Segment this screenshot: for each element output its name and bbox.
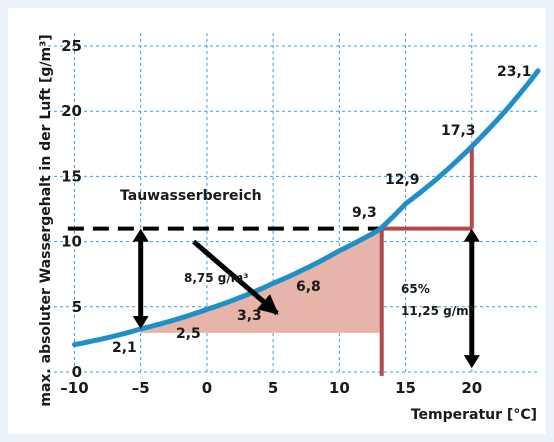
saturation-curve-line [72, 68, 541, 348]
x-tick-label: 15 [395, 379, 416, 397]
y-tick-label: 25 [61, 37, 82, 55]
saturation-curve [72, 68, 541, 348]
right-difference-arrow-head-top [463, 228, 480, 242]
right-difference-arrow-head-bottom [463, 355, 480, 369]
tauwasserbereich-label: Tauwasserbereich [120, 188, 262, 204]
data-point-label: 3,3 [237, 308, 262, 324]
x-tick-label: 20 [461, 379, 482, 397]
data-point-label: 17,3 [441, 123, 476, 139]
annotation-arrows [132, 228, 480, 369]
left-difference-label: 8,75 g/m³ [184, 271, 249, 285]
x-tick-label: –10 [60, 379, 88, 397]
x-axis-label: Temperatur [°C] [411, 407, 537, 423]
dew-region-pointer-arrow [192, 239, 279, 316]
y-tick-label: 5 [72, 298, 82, 316]
data-point-label: 9,3 [352, 205, 377, 221]
condensation-area [140, 228, 382, 333]
data-point-label: 2,1 [112, 340, 137, 356]
x-tick-label: 5 [268, 379, 278, 397]
data-point-label: 12,9 [385, 172, 420, 188]
data-point-label: 2,5 [176, 326, 201, 342]
y-axis-label: max. absoluter Wassergehalt in der Luft … [38, 34, 54, 406]
left-difference-arrow-head-bottom [132, 315, 149, 329]
condensation-fill [140, 228, 382, 333]
y-tick-label: 10 [61, 233, 82, 251]
y-tick-label: 15 [61, 167, 82, 185]
y-tick-label: 20 [61, 102, 82, 120]
chart-text: –10 –5 0 5 10 15 20 0 5 10 15 20 25 Temperatur [°C] ma… [38, 34, 537, 423]
x-tick-label: 10 [329, 379, 350, 397]
x-tick-label: 0 [202, 379, 212, 397]
left-difference-arrow-head-top [132, 228, 149, 242]
y-tick-label: 0 [72, 363, 82, 381]
right-percent-label: 65% [401, 282, 430, 296]
right-difference-label: 11,25 g/m³ [401, 304, 474, 318]
data-point-label: 23,1 [497, 64, 532, 80]
x-tick-label: –5 [132, 379, 150, 397]
data-point-label: 6,8 [296, 279, 321, 295]
reference-lines [379, 146, 474, 376]
